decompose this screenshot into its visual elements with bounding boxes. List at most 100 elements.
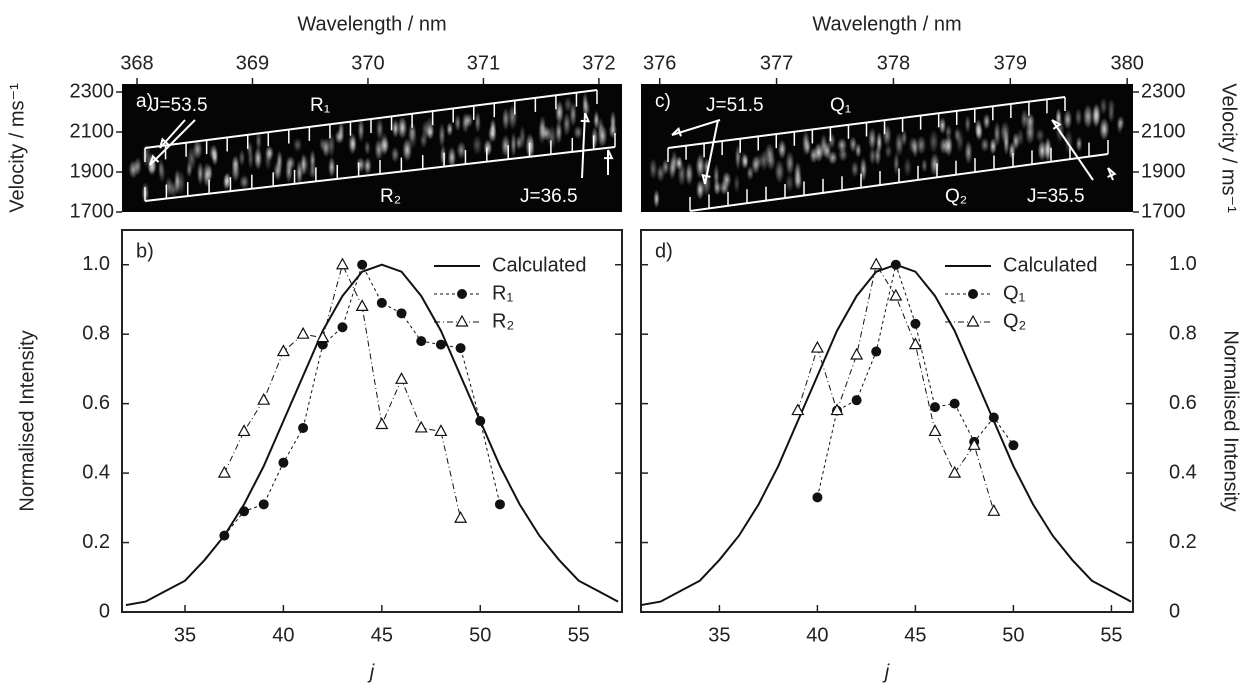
streak bbox=[1003, 130, 1010, 156]
marker bbox=[414, 420, 428, 433]
streak bbox=[328, 156, 336, 178]
marker bbox=[316, 330, 330, 343]
streak bbox=[695, 153, 705, 179]
x-tick-label: 376 bbox=[643, 52, 676, 74]
streak bbox=[319, 137, 326, 152]
streak bbox=[419, 132, 428, 149]
marker bbox=[850, 347, 864, 360]
marker bbox=[258, 499, 269, 510]
legend-marker bbox=[457, 289, 467, 299]
series-line bbox=[797, 263, 995, 512]
marker bbox=[871, 346, 882, 357]
marker bbox=[416, 336, 427, 347]
streak bbox=[456, 141, 467, 160]
y-tick-label: 0 bbox=[1169, 600, 1180, 622]
streak bbox=[827, 150, 838, 165]
streak bbox=[921, 158, 928, 173]
y-axis-title: Normalised Intensity bbox=[16, 330, 38, 511]
streak bbox=[944, 124, 952, 139]
streak bbox=[837, 137, 848, 153]
y-tick-label: 2100 bbox=[70, 120, 115, 142]
annotation: J=35.5 bbox=[1027, 186, 1085, 207]
x-tick-label: 380 bbox=[1110, 52, 1143, 74]
annotation: J=36.5 bbox=[520, 186, 578, 207]
series-line bbox=[816, 262, 1014, 498]
streak bbox=[653, 189, 660, 209]
marker bbox=[930, 402, 941, 413]
arrow bbox=[581, 112, 586, 179]
y-tick-label: 1.0 bbox=[82, 253, 110, 275]
marker bbox=[396, 308, 407, 319]
streak bbox=[483, 138, 493, 157]
legend-marker bbox=[966, 314, 980, 327]
y-tick-label: 1900 bbox=[1141, 160, 1186, 182]
streak bbox=[292, 137, 303, 153]
streak bbox=[1063, 109, 1073, 130]
arrow bbox=[159, 119, 186, 149]
streak bbox=[301, 154, 310, 176]
x-tick-label: 35 bbox=[708, 624, 730, 646]
streak bbox=[1099, 117, 1110, 141]
marker bbox=[219, 530, 230, 541]
streak bbox=[447, 146, 457, 169]
streak bbox=[573, 125, 583, 140]
marker bbox=[357, 259, 368, 270]
marker bbox=[851, 395, 862, 406]
marker bbox=[435, 339, 446, 350]
streak bbox=[472, 134, 483, 156]
marker bbox=[375, 417, 389, 430]
streak bbox=[884, 144, 893, 159]
x-tick-label: 45 bbox=[904, 624, 926, 646]
streak bbox=[1075, 136, 1083, 152]
streak bbox=[247, 148, 254, 170]
legend-label: Calculated bbox=[1003, 254, 1098, 276]
arrow-head bbox=[604, 149, 614, 160]
streak bbox=[364, 140, 371, 156]
streak bbox=[733, 174, 740, 194]
streak bbox=[777, 139, 787, 160]
marker bbox=[376, 297, 387, 308]
streak bbox=[916, 135, 927, 155]
annotation: J=51.5 bbox=[706, 95, 764, 116]
streak bbox=[231, 160, 240, 183]
streak bbox=[713, 180, 722, 196]
streak bbox=[363, 157, 372, 175]
streak bbox=[1107, 98, 1116, 116]
arrow-head bbox=[149, 154, 160, 166]
x-tick-label: 55 bbox=[568, 624, 590, 646]
marker bbox=[791, 403, 805, 416]
marker bbox=[455, 343, 466, 354]
y-tick-label: 0.8 bbox=[82, 322, 110, 344]
streaks bbox=[649, 97, 1125, 209]
x-axis-title: Wavelength / nm bbox=[812, 13, 961, 35]
y-tick-label: 2300 bbox=[70, 80, 115, 102]
marker bbox=[434, 424, 448, 437]
streak bbox=[591, 126, 599, 150]
y-tick-label: 1.0 bbox=[1169, 253, 1197, 275]
x-tick-label: 369 bbox=[236, 52, 269, 74]
y-tick-label: 1700 bbox=[70, 200, 115, 222]
streak bbox=[774, 159, 785, 184]
x-tick-label: 50 bbox=[469, 624, 491, 646]
streak bbox=[964, 140, 973, 165]
streak bbox=[982, 113, 991, 130]
streak bbox=[850, 160, 859, 178]
streak bbox=[488, 125, 497, 143]
marker bbox=[494, 499, 505, 510]
streak bbox=[222, 173, 230, 191]
marker bbox=[298, 422, 309, 433]
streak bbox=[784, 173, 795, 193]
panel-label: c) bbox=[655, 91, 671, 112]
streak bbox=[175, 169, 186, 196]
legend-marker bbox=[968, 289, 978, 299]
marker bbox=[276, 344, 290, 357]
marker bbox=[810, 340, 824, 353]
y-tick-label: 0.4 bbox=[82, 461, 110, 483]
y-axis-title: Velocity / ms⁻¹ bbox=[6, 83, 28, 213]
marker bbox=[908, 337, 922, 350]
arrow-head bbox=[159, 137, 169, 149]
plot-frame bbox=[640, 229, 1134, 613]
streak bbox=[192, 139, 203, 160]
streak bbox=[239, 174, 250, 190]
series-line bbox=[640, 263, 1132, 607]
